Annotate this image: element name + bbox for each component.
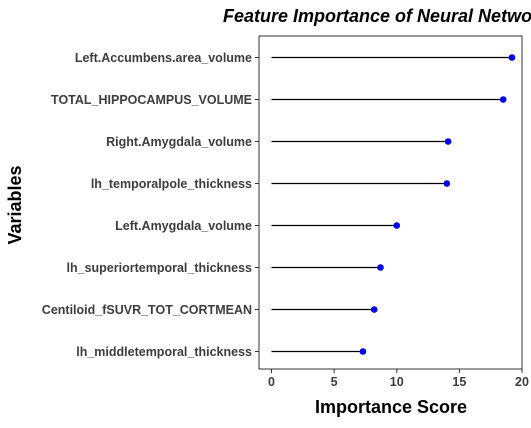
lollipop-point [443, 180, 451, 187]
lollipop-point [359, 348, 367, 355]
panel-border [258, 35, 523, 370]
lollipop-point [444, 138, 452, 145]
lollipop-point [499, 96, 507, 103]
x-tick-label: 20 [515, 375, 529, 389]
y-tick-label: lh_temporalpole_thickness [91, 177, 252, 191]
y-tick-label: lh_superiortemporal_thickness [67, 261, 253, 275]
chart-title: Feature Importance of Neural Network [223, 6, 531, 26]
lollipop-point [393, 222, 401, 229]
x-tick-label: 5 [331, 375, 338, 389]
x-tick-label: 0 [268, 375, 275, 389]
x-tick-label: 10 [390, 375, 404, 389]
lollipop-point [370, 306, 378, 313]
x-axis-title: Importance Score [315, 397, 467, 417]
y-tick-label: Right.Amygdala_volume [106, 135, 252, 149]
y-tick-label: Left.Accumbens.area_volume [75, 51, 252, 65]
lollipop-point [377, 264, 384, 271]
y-tick-label: lh_middletemporal_thickness [76, 345, 252, 359]
y-axis-title: Variables [5, 165, 25, 244]
lollipop-point [508, 54, 516, 61]
y-tick-label: TOTAL_HIPPOCAMPUS_VOLUME [51, 93, 252, 107]
y-tick-label: Centiloid_fSUVR_TOT_CORTMEAN [42, 303, 252, 317]
y-tick-label: Left.Amygdala_volume [115, 219, 252, 233]
plot-area: 0 5 10 15 20 Left.Accumbens.area_volume TOTAL_… [42, 35, 529, 389]
x-tick-label: 15 [452, 375, 466, 389]
